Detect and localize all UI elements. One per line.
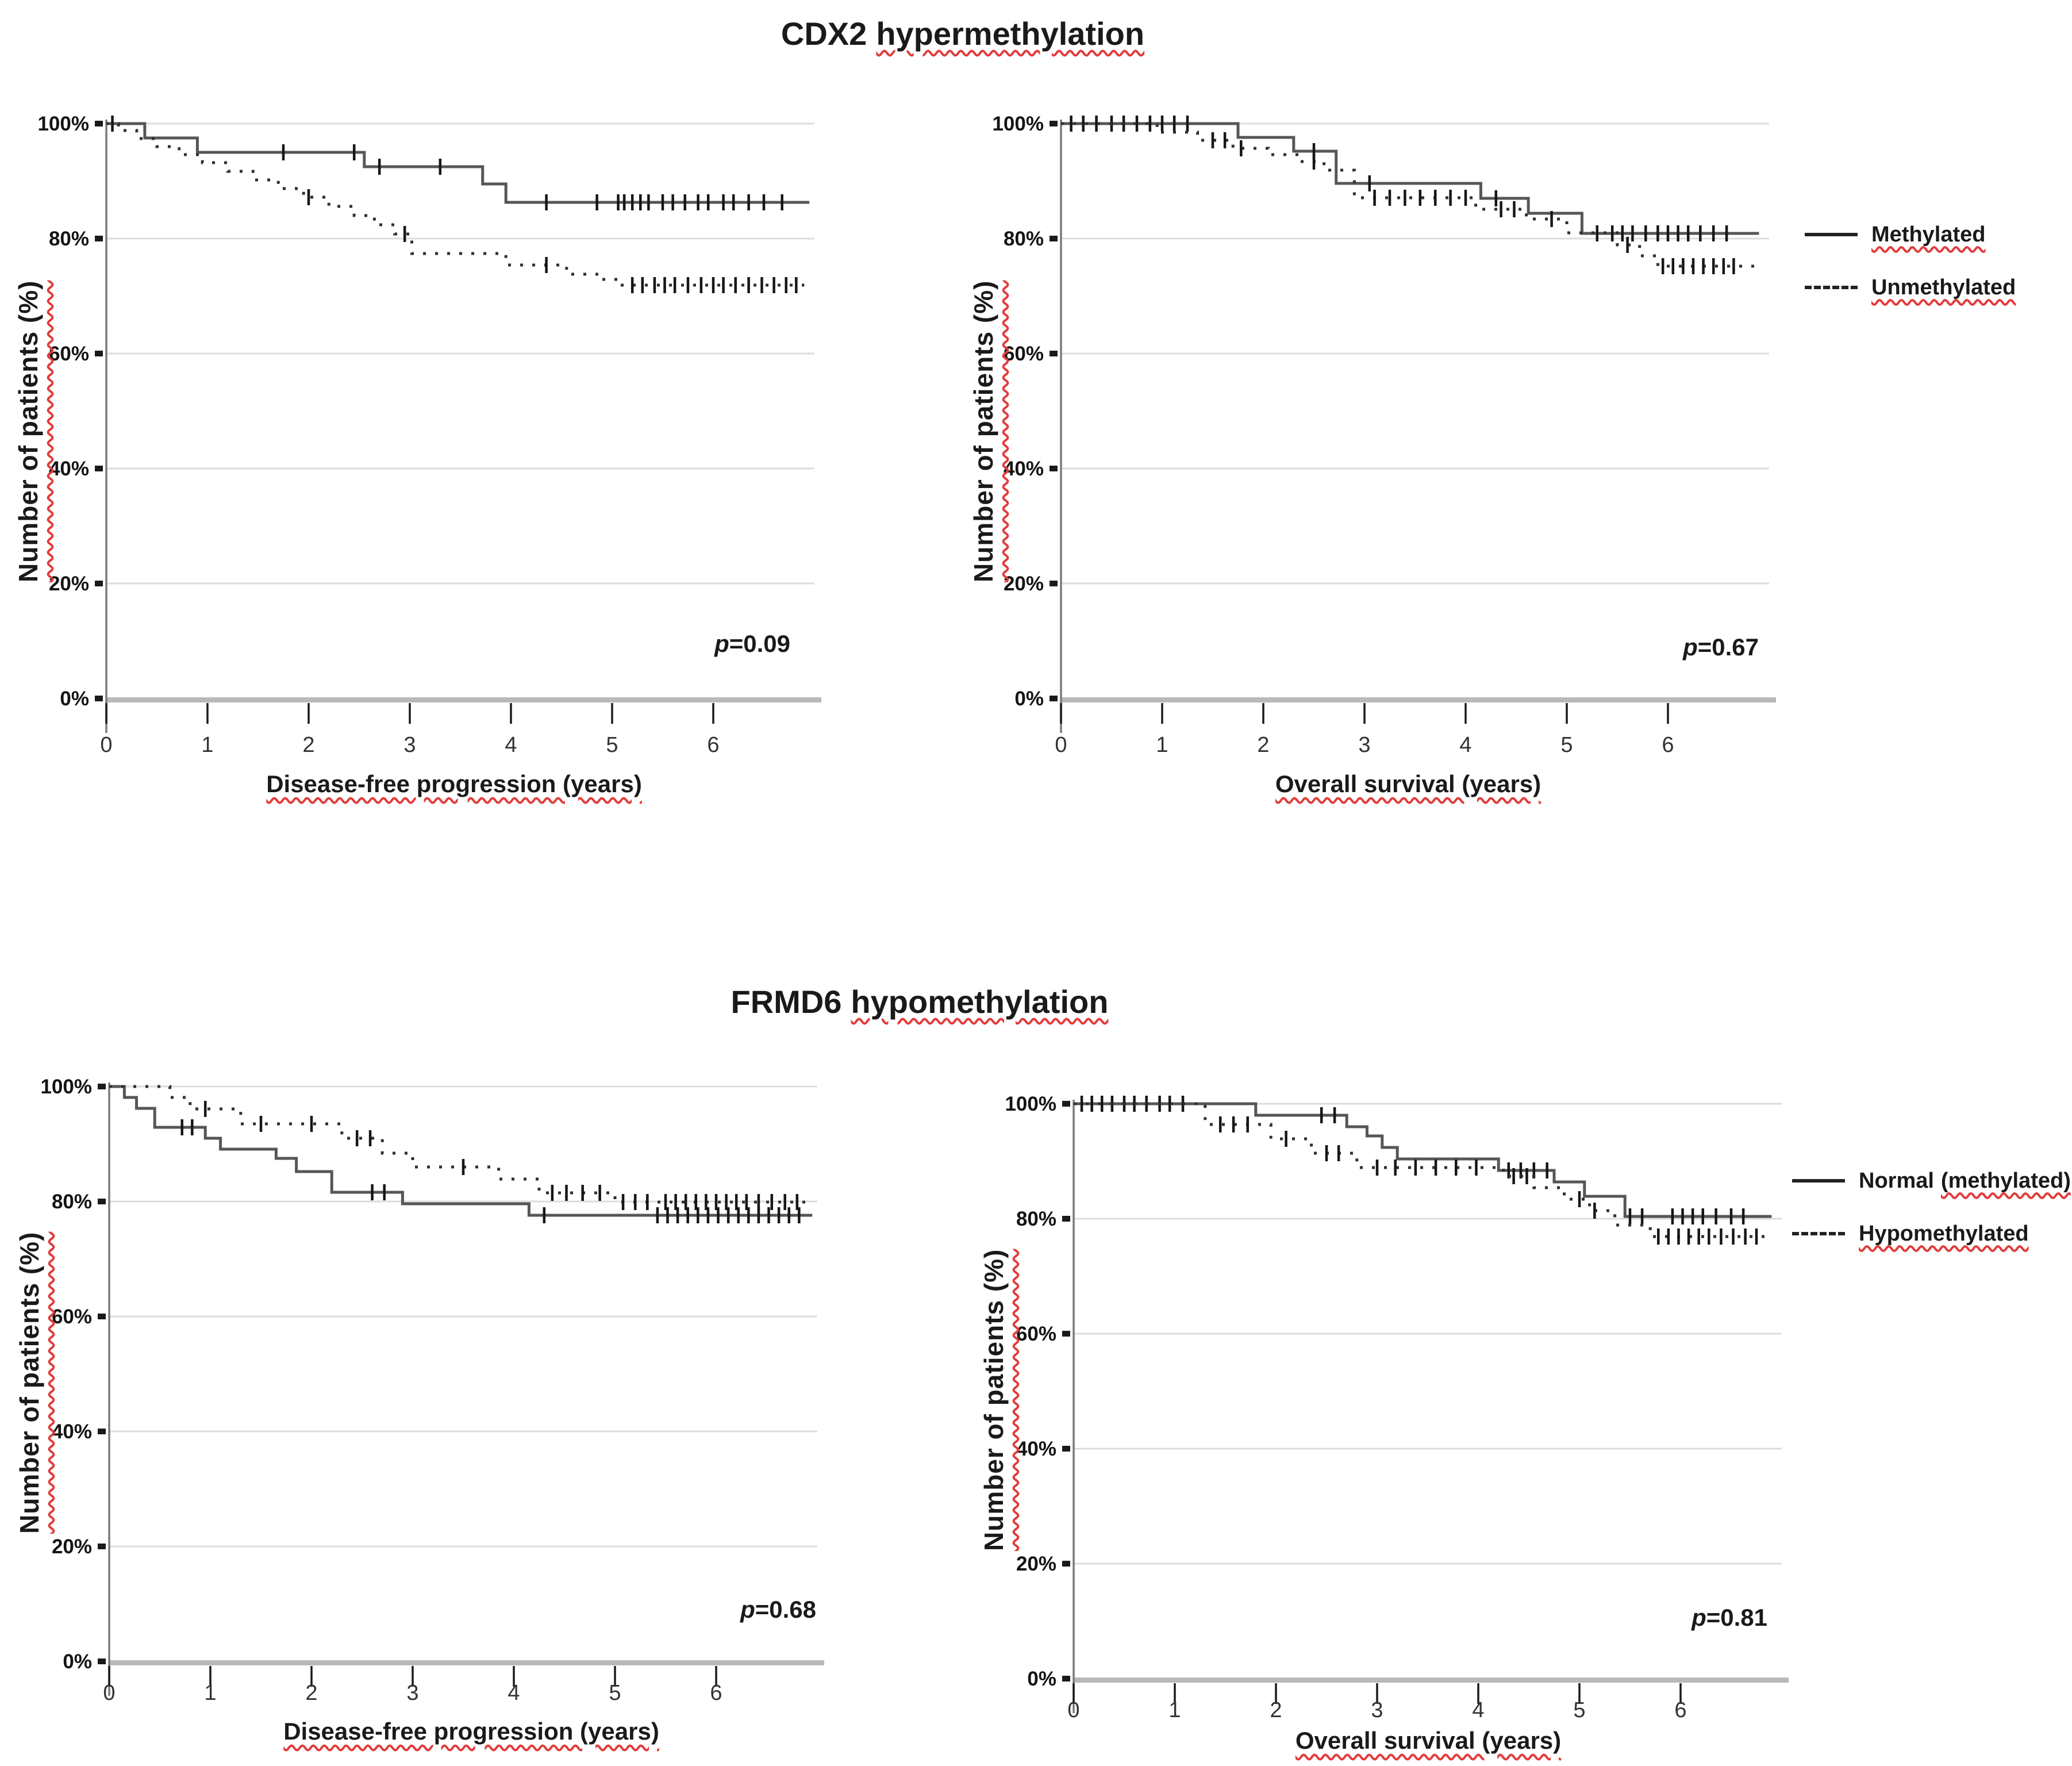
svg-text:60%: 60%	[52, 1306, 92, 1328]
legend-item-methylated: Methylated	[1805, 214, 2016, 255]
legend-cdx2: Methylated Unmethylated	[1805, 214, 2016, 320]
legend-item-hypomethylated: Hypomethylated	[1792, 1213, 2071, 1254]
svg-text:2: 2	[1270, 1698, 1282, 1722]
y-axis-label: Number of patients (%)	[968, 280, 998, 582]
km-plot-frmd6-overall-survival: 100% 80% 60% 40% 20% 0% 0 1 2 3 4 5 6	[1005, 1095, 1789, 1722]
km-plot-cdx2-overall-survival: 100% 80% 60% 40% 20% 0% 0 1 2 3 4 5 6	[992, 115, 1776, 757]
svg-text:100%: 100%	[1005, 1095, 1056, 1115]
y-axis-label: Number of patients (%)	[979, 1249, 1009, 1551]
svg-text:0%: 0%	[1027, 1668, 1056, 1690]
legend-label: Unmethylated	[1871, 275, 2016, 300]
p-value-cdx2-os: p=0.67	[1683, 634, 1759, 661]
svg-text:20%: 20%	[1004, 573, 1044, 595]
svg-text:5: 5	[606, 733, 618, 757]
km-plot-cdx2-disease-free: 100% 80% 60% 40% 20% 0% 0 1 2 3 4 5 6	[37, 115, 821, 757]
svg-text:80%: 80%	[1016, 1208, 1056, 1230]
title-term-hypermethylation: hypermethylation	[876, 16, 1145, 52]
svg-text:100%: 100%	[992, 115, 1044, 135]
svg-text:20%: 20%	[1016, 1553, 1056, 1575]
svg-text:20%: 20%	[52, 1535, 92, 1558]
svg-text:6: 6	[1674, 1698, 1686, 1722]
svg-text:3: 3	[403, 733, 416, 757]
svg-text:6: 6	[707, 733, 719, 757]
svg-text:60%: 60%	[1004, 343, 1044, 365]
y-axis-label: Number of patients (%)	[13, 280, 43, 582]
svg-text:6: 6	[1662, 733, 1674, 757]
svg-text:0%: 0%	[1014, 688, 1044, 710]
svg-text:1: 1	[204, 1681, 216, 1705]
svg-text:6: 6	[710, 1681, 722, 1705]
svg-text:40%: 40%	[49, 458, 89, 480]
svg-text:0%: 0%	[60, 688, 89, 710]
x-axis-label-overall-survival: Overall survival (years)	[1295, 1727, 1562, 1754]
p-value-cdx2-dfs: p=0.09	[714, 630, 790, 657]
svg-text:40%: 40%	[52, 1421, 92, 1443]
dashed-line-swatch	[1805, 286, 1858, 289]
legend-item-unmethylated: Unmethylated	[1805, 267, 2016, 308]
svg-text:4: 4	[505, 733, 517, 757]
svg-text:1: 1	[201, 733, 213, 757]
svg-text:4: 4	[508, 1681, 520, 1705]
svg-text:0: 0	[100, 733, 112, 757]
svg-text:60%: 60%	[49, 343, 89, 365]
svg-text:0: 0	[1067, 1698, 1079, 1722]
svg-text:5: 5	[609, 1681, 621, 1705]
svg-text:2: 2	[1257, 733, 1269, 757]
legend-frmd6: Normal (methylated) Hypomethylated	[1792, 1160, 2071, 1266]
svg-text:5: 5	[1560, 733, 1573, 757]
figure-title-cdx2: CDX2 hypermethylation	[670, 15, 1256, 52]
svg-text:100%: 100%	[37, 115, 89, 135]
title-gene-cdx2: CDX2	[781, 16, 867, 52]
svg-text:3: 3	[1371, 1698, 1383, 1722]
legend-label: Methylated	[1871, 222, 1986, 247]
svg-text:40%: 40%	[1016, 1438, 1056, 1460]
legend-label: Normal (methylated)	[1859, 1168, 2071, 1193]
svg-text:4: 4	[1459, 733, 1471, 757]
svg-text:1: 1	[1168, 1698, 1181, 1722]
p-value-frmd6-dfs: p=0.68	[740, 1596, 816, 1623]
km-plot-frmd6-disease-free: 100% 80% 60% 40% 20% 0% 0 1 2 3 4 5 6	[40, 1078, 824, 1705]
svg-text:20%: 20%	[49, 573, 89, 595]
dashed-line-swatch	[1792, 1232, 1845, 1235]
svg-text:0: 0	[103, 1681, 115, 1705]
svg-text:60%: 60%	[1016, 1323, 1056, 1345]
title-gene-frmd6: FRMD6	[731, 984, 842, 1020]
svg-text:100%: 100%	[40, 1078, 92, 1098]
solid-line-swatch	[1792, 1179, 1845, 1183]
svg-text:80%: 80%	[49, 228, 89, 250]
svg-text:80%: 80%	[52, 1191, 92, 1213]
solid-line-swatch	[1805, 233, 1858, 236]
svg-text:80%: 80%	[1004, 228, 1044, 250]
svg-text:40%: 40%	[1004, 458, 1044, 480]
p-value-frmd6-os: p=0.81	[1692, 1604, 1767, 1631]
svg-text:4: 4	[1472, 1698, 1484, 1722]
title-term-hypomethylation: hypomethylation	[851, 984, 1109, 1020]
svg-text:5: 5	[1573, 1698, 1585, 1722]
svg-text:2: 2	[305, 1681, 317, 1705]
svg-text:0%: 0%	[63, 1650, 92, 1673]
svg-text:3: 3	[1358, 733, 1370, 757]
svg-text:2: 2	[302, 733, 314, 757]
svg-text:1: 1	[1156, 733, 1168, 757]
svg-text:0: 0	[1055, 733, 1067, 757]
figure-title-frmd6: FRMD6 hypomethylation	[626, 983, 1213, 1020]
svg-text:3: 3	[406, 1681, 418, 1705]
y-axis-label: Number of patients (%)	[14, 1231, 44, 1534]
x-axis-label-disease-free: Disease-free progression (years)	[283, 1718, 659, 1745]
legend-item-normal-methylated: Normal (methylated)	[1792, 1160, 2071, 1201]
legend-label: Hypomethylated	[1859, 1221, 2029, 1246]
x-axis-label-disease-free: Disease-free progression (years)	[266, 770, 642, 797]
x-axis-label-overall-survival: Overall survival (years)	[1275, 770, 1541, 797]
